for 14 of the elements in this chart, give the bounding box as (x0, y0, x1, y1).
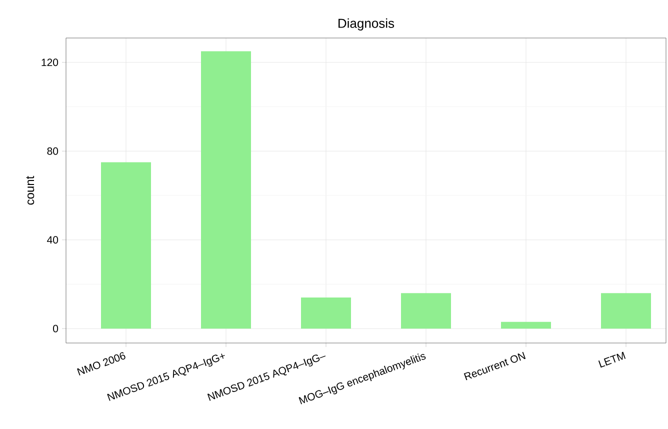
x-tick-label: LETM (598, 352, 626, 368)
y-tick-label: 80 (47, 147, 58, 155)
bar (401, 293, 451, 329)
bar (501, 322, 551, 329)
bar (601, 293, 651, 329)
chart-title: Diagnosis (338, 18, 394, 31)
y-tick-label: 0 (53, 324, 58, 332)
bar (201, 51, 251, 329)
bar (301, 298, 351, 329)
bar (101, 162, 151, 329)
y-tick-label: 40 (47, 236, 58, 244)
x-tick-label: NMO 2006 (77, 352, 126, 376)
y-axis-title: count (26, 176, 34, 205)
y-tick-label: 120 (42, 58, 58, 66)
